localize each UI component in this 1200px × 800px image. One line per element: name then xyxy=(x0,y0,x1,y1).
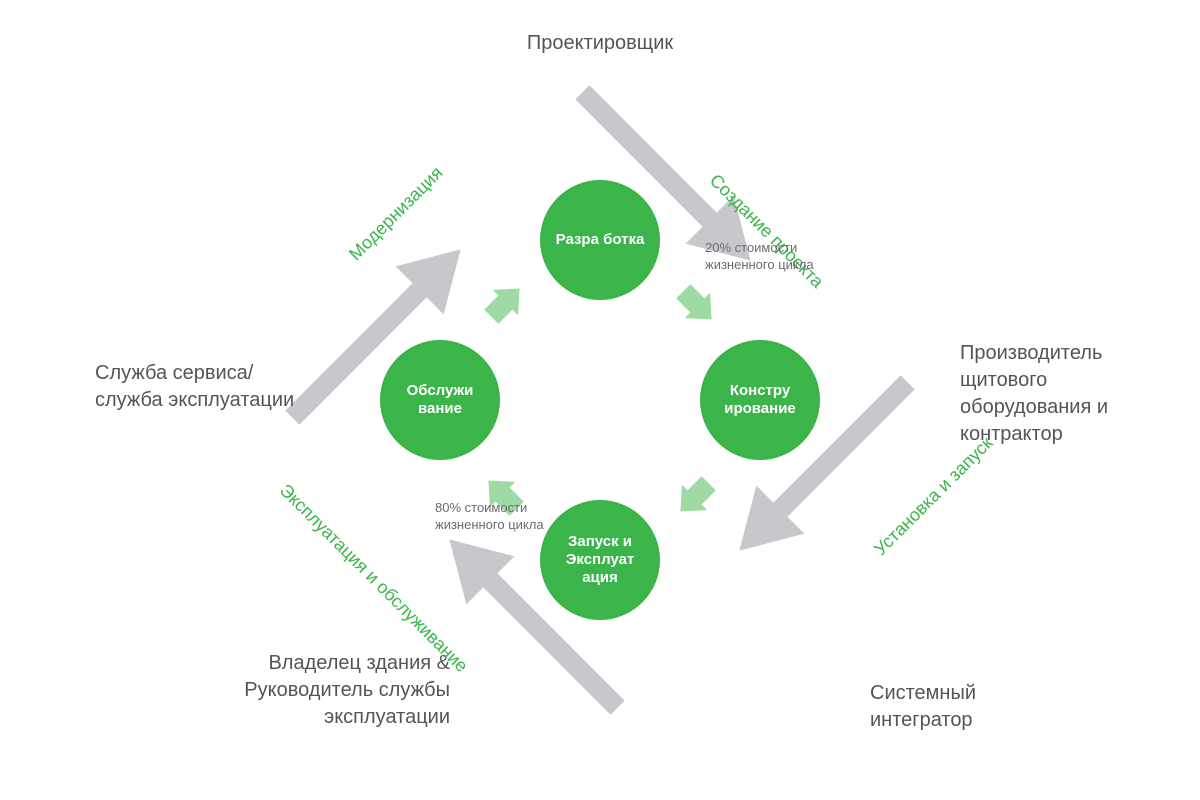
node-commissioning: Запуск и Эксплуат ация xyxy=(540,500,660,620)
node-development-label: Разра ботка xyxy=(556,231,645,249)
node-commissioning-label: Запуск и Эксплуат ация xyxy=(548,533,652,587)
role-service: Служба сервиса/служба эксплуатации xyxy=(95,360,295,414)
role-system-integrator: Системный интегратор xyxy=(870,680,1070,734)
node-maintenance-label: Обслужи вание xyxy=(388,382,492,418)
node-engineering: Констру ирование xyxy=(700,340,820,460)
node-maintenance: Обслужи вание xyxy=(380,340,500,460)
role-building-owner: Владелец здания & Руководитель службы эк… xyxy=(170,650,450,731)
node-development: Разра ботка xyxy=(540,180,660,300)
node-engineering-label: Констру ирование xyxy=(708,382,812,418)
cost-20: 20% стоимости жизненного цикла xyxy=(705,240,825,274)
lifecycle-diagram: Разра ботка Констру ирование Запуск и Эк… xyxy=(0,0,1200,800)
role-designer: Проектировщик xyxy=(450,30,750,57)
cost-80: 80% стоимости жизненного цикла xyxy=(435,500,555,534)
role-panel-builder: Производитель щитового оборудования и ко… xyxy=(960,340,1180,448)
